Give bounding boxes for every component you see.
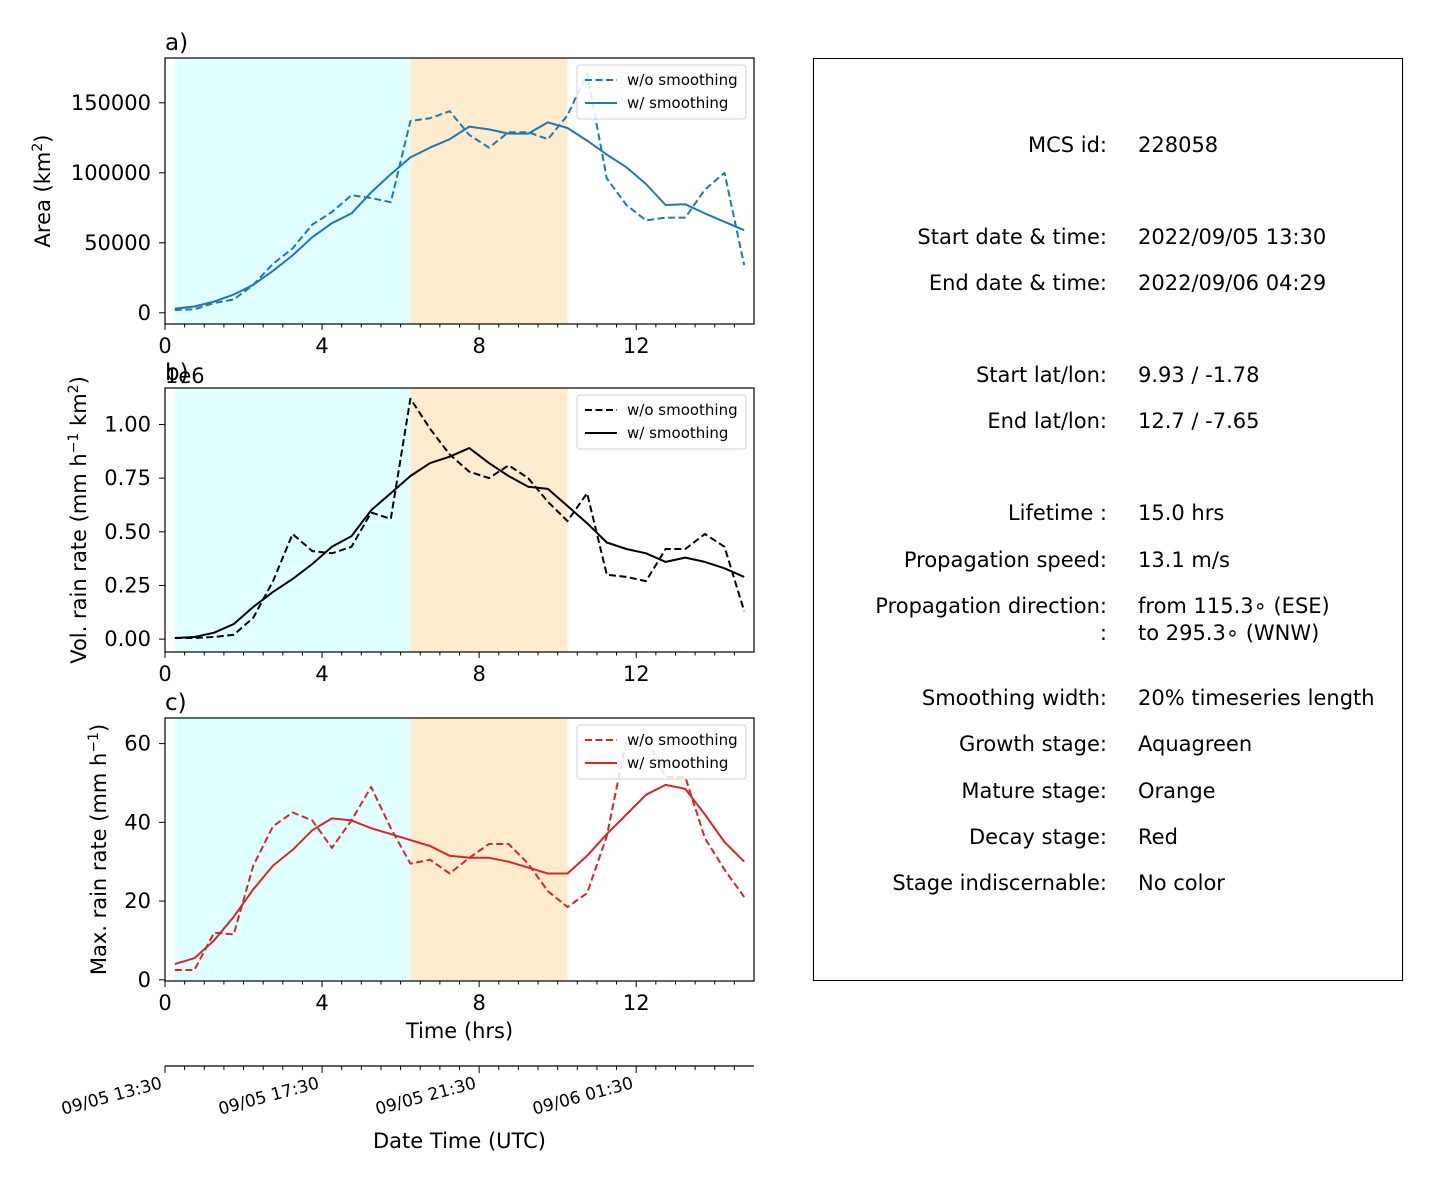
- x-tick-label: 4: [315, 662, 328, 686]
- info-label: Propagation speed:: [903, 548, 1107, 572]
- x-axis-label: Time (hrs): [405, 1019, 513, 1043]
- x-tick-label: 12: [623, 991, 650, 1015]
- info-label: Smoothing width:: [921, 686, 1107, 710]
- y-axis-label: Max. rain rate (mm h−1): [86, 724, 111, 975]
- date-tick-label: 09/05 17:30: [216, 1074, 321, 1120]
- y-tick-label: 50000: [84, 231, 151, 255]
- series-line-unsmoothed: [174, 397, 746, 639]
- y-tick-label: 0.75: [104, 466, 151, 490]
- info-value: 12.7 / -7.65: [1138, 409, 1260, 433]
- x-tick-label: 4: [315, 334, 328, 358]
- legend-label: w/o smoothing: [627, 401, 738, 419]
- legend-box: [576, 64, 747, 120]
- y-tick-label: 60: [124, 732, 151, 756]
- date-axis-label: Date Time (UTC): [373, 1129, 546, 1153]
- info-value: 13.1 m/s: [1138, 548, 1230, 572]
- x-tick-label: 0: [158, 991, 171, 1015]
- legend: w/o smoothing w/ smoothing: [576, 394, 747, 450]
- info-value: 20% timeseries length: [1138, 686, 1375, 710]
- info-value: from 115.3∘ (ESE): [1138, 594, 1330, 618]
- date-tick-label: 09/06 01:30: [530, 1074, 635, 1120]
- info-label: Mature stage:: [961, 779, 1107, 803]
- legend-label: w/ smoothing: [627, 754, 728, 772]
- y-tick-label: 0.50: [104, 520, 151, 544]
- info-label: End date & time:: [928, 271, 1107, 295]
- mature-stage-span: [410, 718, 568, 981]
- y-tick-label: 0: [138, 968, 151, 992]
- growth-stage-span: [174, 388, 411, 652]
- y-axis-label: Vol. rain rate (mm h−1 km2): [66, 376, 91, 664]
- legend-box: [576, 394, 747, 450]
- series-line-smoothed: [174, 447, 745, 639]
- y-tick-label: 0.25: [104, 573, 151, 597]
- x-tick-label: 12: [623, 334, 650, 358]
- info-value: 228058: [1138, 133, 1219, 157]
- legend-label: w/ smoothing: [627, 94, 728, 112]
- x-tick-label: 12: [623, 662, 650, 686]
- legend-label: w/o smoothing: [627, 71, 738, 89]
- y-tick-label: 100000: [71, 161, 151, 185]
- info-label: :: [1099, 621, 1107, 645]
- y-tick-label: 20: [124, 889, 151, 913]
- panel-label: c): [165, 690, 187, 716]
- x-tick-label: 0: [158, 334, 171, 358]
- info-label: End lat/lon:: [987, 409, 1107, 433]
- date-tick-label: 09/05 21:30: [373, 1074, 478, 1120]
- info-value: No color: [1138, 871, 1225, 895]
- info-label: MCS id:: [1027, 133, 1107, 157]
- y-tick-label: 1.00: [104, 412, 151, 436]
- x-tick-label: 4: [315, 991, 328, 1015]
- info-label: Start date & time:: [917, 225, 1107, 249]
- mcs-info-panel: MCS id: 228058 Start date & time: 2022/0…: [813, 58, 1403, 981]
- info-label: Start lat/lon:: [975, 363, 1107, 387]
- info-label: Growth stage:: [958, 732, 1107, 756]
- growth-stage-span: [174, 58, 411, 324]
- info-label: Lifetime :: [1007, 501, 1107, 525]
- date-axis: 09/05 13:30 09/05 17:30 09/05 21:30 09/06 0…: [59, 1065, 754, 1153]
- y-axis-label: Area (km2): [30, 135, 55, 248]
- series-line-unsmoothed: [174, 72, 746, 311]
- info-value: 9.93 / -1.78: [1138, 363, 1260, 387]
- series-line-smoothed: [174, 783, 745, 966]
- y-tick-label: 0: [138, 301, 151, 325]
- y-tick-label: 150000: [71, 91, 151, 115]
- legend-box: [576, 724, 747, 780]
- info-value: 2022/09/06 04:29: [1138, 271, 1327, 295]
- mature-stage-span: [410, 58, 568, 324]
- legend: w/o smoothing w/ smoothing: [576, 724, 747, 780]
- info-value: to 295.3∘ (WNW): [1138, 621, 1320, 645]
- info-value: Red: [1138, 825, 1178, 849]
- x-tick-label: 8: [472, 334, 485, 358]
- series-line-smoothed: [174, 121, 745, 310]
- mature-stage-span: [410, 388, 568, 652]
- info-label: Propagation direction:: [875, 594, 1107, 618]
- info-label: Stage indiscernable:: [892, 871, 1107, 895]
- x-tick-label: 8: [472, 662, 485, 686]
- panel-label: a): [165, 30, 188, 56]
- x-tick-label: 0: [158, 662, 171, 686]
- axis-offset-label: 1e6: [165, 364, 205, 388]
- info-value: 2022/09/05 13:30: [1138, 225, 1327, 249]
- info-value: 15.0 hrs: [1138, 501, 1225, 525]
- legend-label: w/ smoothing: [627, 424, 728, 442]
- panel-label: b): [165, 360, 189, 386]
- legend-label: w/o smoothing: [627, 731, 738, 749]
- x-tick-label: 8: [472, 991, 485, 1015]
- date-tick-label: 09/05 13:30: [59, 1074, 164, 1120]
- legend: w/o smoothing w/ smoothing: [576, 64, 747, 120]
- panel-2: 0 4 8 12 0.00 0.25 0.50 0.75 1.00 Vol. rain rate …: [66, 360, 755, 686]
- info-value: Orange: [1138, 779, 1216, 803]
- panel-3: 0 4 8 12 0 20 40 60 Max. rain rate (mm h−1) c) Tim…: [86, 690, 755, 1043]
- panel-1: 0 4 8 12 0 50000 100000 150000 Area (km2) a) w/o s…: [30, 30, 755, 358]
- info-label: Decay stage:: [969, 825, 1107, 849]
- y-tick-label: 40: [124, 810, 151, 834]
- info-value: Aquagreen: [1138, 732, 1253, 756]
- y-tick-label: 0.00: [104, 627, 151, 651]
